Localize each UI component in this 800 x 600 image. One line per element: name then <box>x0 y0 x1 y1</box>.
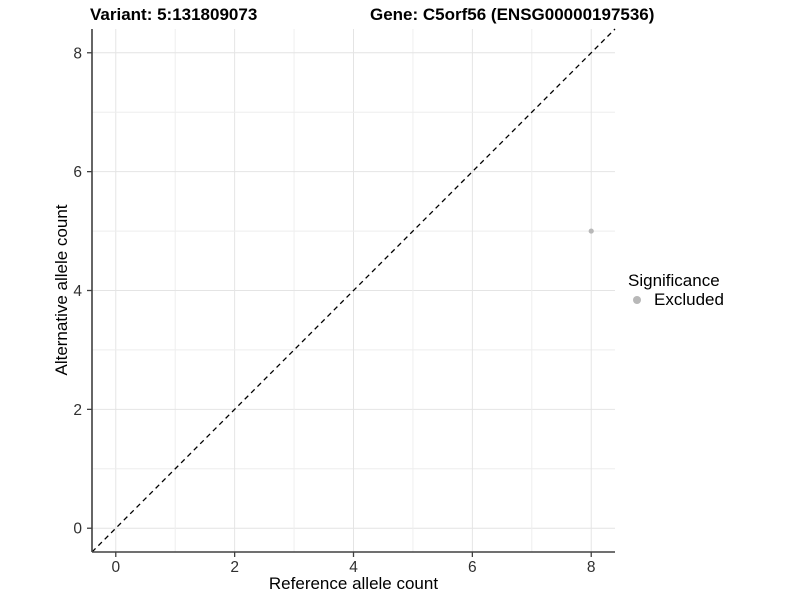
identity-line <box>91 28 616 553</box>
y-tick-label: 0 <box>73 521 82 538</box>
x-tick-label: 4 <box>349 559 358 576</box>
legend-title: Significance <box>628 271 720 290</box>
x-axis-label: Reference allele count <box>268 574 439 593</box>
legend-item-label: Excluded <box>654 290 724 309</box>
data-point <box>588 228 594 234</box>
legend-item-excluded: Excluded <box>628 290 724 309</box>
y-tick-label: 2 <box>73 402 82 419</box>
variant-title: Variant: 5:131809073 <box>90 5 258 24</box>
legend-point-icon <box>633 295 641 304</box>
x-tick-label: 0 <box>111 559 120 576</box>
y-tick-label: 6 <box>73 164 82 181</box>
x-tick-label: 8 <box>587 559 596 576</box>
y-tick-label: 4 <box>73 283 82 300</box>
x-tick-label: 6 <box>468 559 477 576</box>
gene-title: Gene: C5orf56 (ENSG00000197536) <box>370 5 655 24</box>
y-axis-label: Alternative allele count <box>52 204 71 376</box>
x-tick-label: 2 <box>230 559 239 576</box>
y-tick-label: 8 <box>73 45 82 62</box>
legend: Significance Excluded <box>628 271 724 309</box>
